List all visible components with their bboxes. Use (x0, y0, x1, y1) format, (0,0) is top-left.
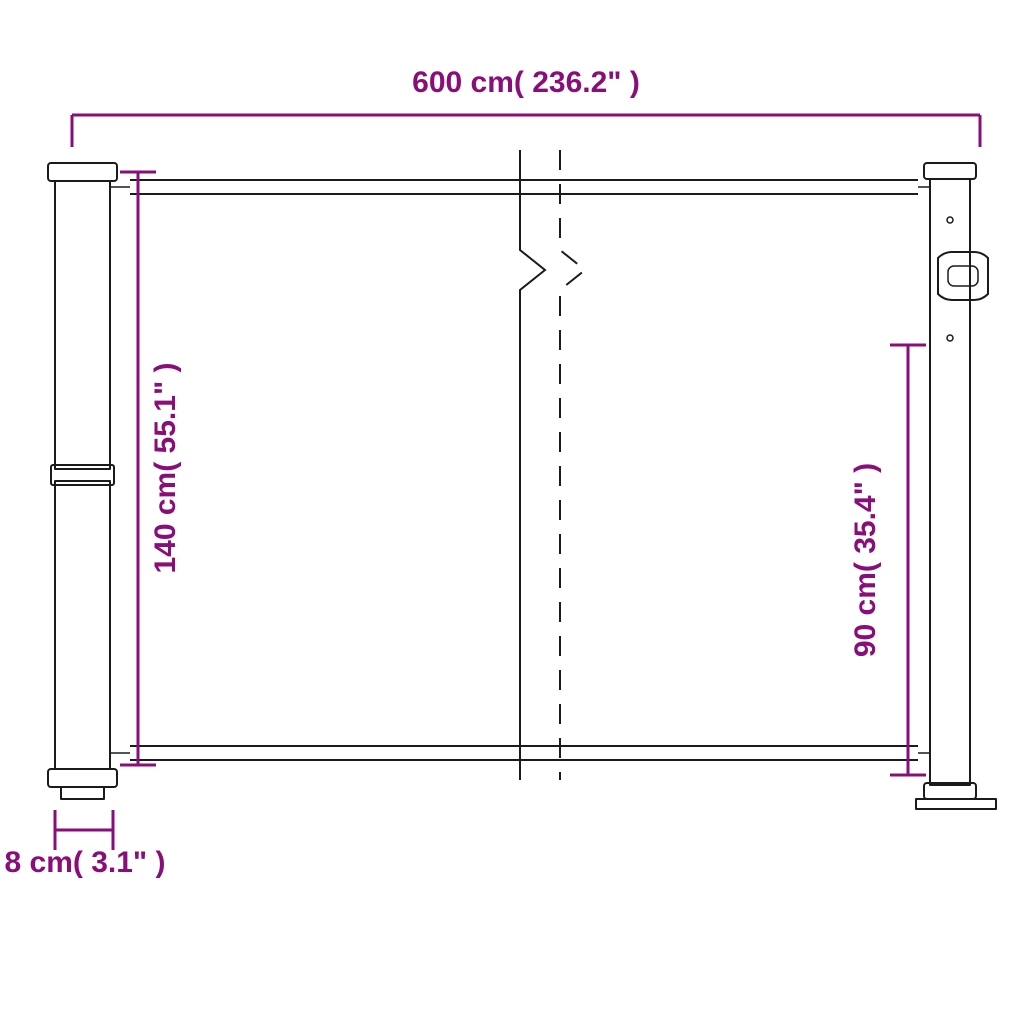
pull-handle-slot (948, 266, 978, 286)
left-post-lower (55, 481, 110, 769)
dim-depth-label: 8 cm( 3.1" ) (5, 846, 166, 879)
left-post-upper (55, 181, 110, 469)
pull-handle-icon (938, 252, 988, 300)
right-post-topcap (924, 163, 976, 179)
length-break-solid (520, 150, 545, 780)
mount-dot-bot (947, 335, 953, 341)
left-post-foot (61, 787, 104, 799)
length-break-dashed (560, 150, 585, 780)
right-post-ground-plate (916, 799, 996, 809)
dim-post-height-label: 90 cm( 35.4" ) (849, 463, 882, 657)
dim-panel-height-label: 140 cm( 55.1" ) (149, 362, 182, 573)
left-post-topcap (48, 163, 117, 181)
dim-width-label: 600 cm( 236.2" ) (412, 66, 640, 99)
right-post-body (930, 179, 970, 785)
left-post-botcap (48, 769, 117, 787)
mount-dot-top (947, 217, 953, 223)
